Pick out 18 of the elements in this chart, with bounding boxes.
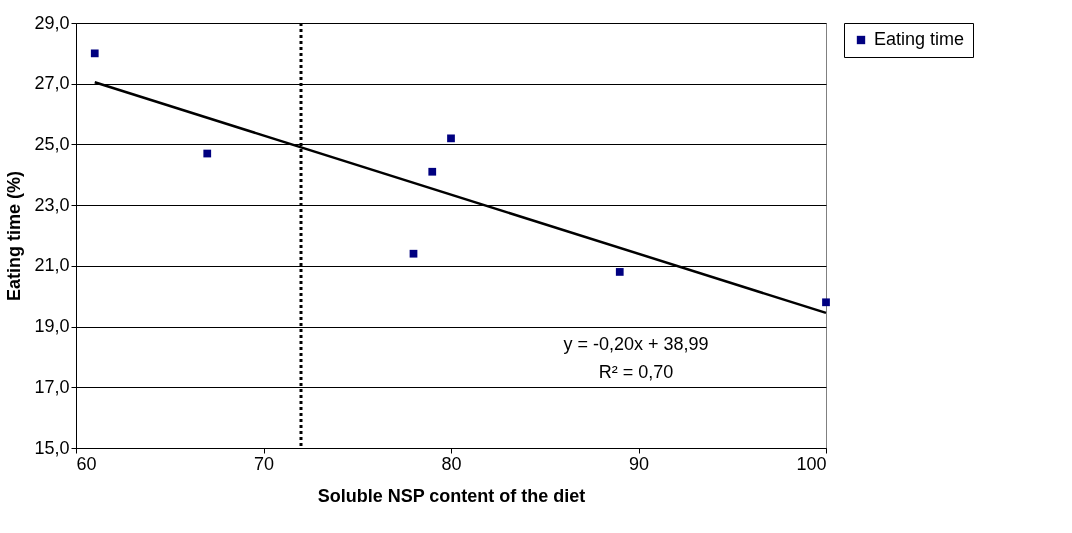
y-tick-label: 27,0 [34,73,70,94]
y-tick-label: 15,0 [34,437,70,458]
y-tick-label: 23,0 [34,194,70,215]
x-tick-label: 90 [628,453,650,474]
x-tick-label: 100 [796,453,827,474]
legend-label: Eating time [874,29,965,49]
x-tick-label: 70 [253,453,275,474]
y-tick-label: 29,0 [34,12,70,33]
y-tick-label: 17,0 [34,376,70,397]
y-axis-title: Eating time (%) [4,170,25,302]
y-tick-label: 25,0 [34,133,70,154]
annotation: y = -0,20x + 38,99 [563,334,709,354]
y-tick-label: 21,0 [34,255,70,276]
annotation: R² = 0,70 [598,362,674,382]
x-tick-label: 80 [441,453,462,474]
x-tick-label: 60 [76,453,97,474]
x-axis-title: Soluble NSP content of the diet [317,485,586,506]
y-tick-label: 19,0 [34,316,70,337]
